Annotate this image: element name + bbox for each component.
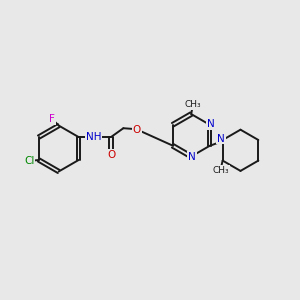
Text: Cl: Cl: [24, 157, 34, 166]
Text: O: O: [133, 125, 141, 135]
Text: N: N: [188, 152, 196, 162]
Text: N: N: [207, 119, 214, 129]
Text: N: N: [217, 134, 225, 143]
Text: F: F: [49, 114, 55, 124]
Text: NH: NH: [85, 132, 101, 142]
Text: CH₃: CH₃: [184, 100, 201, 109]
Text: O: O: [107, 150, 115, 160]
Text: CH₃: CH₃: [213, 166, 230, 175]
